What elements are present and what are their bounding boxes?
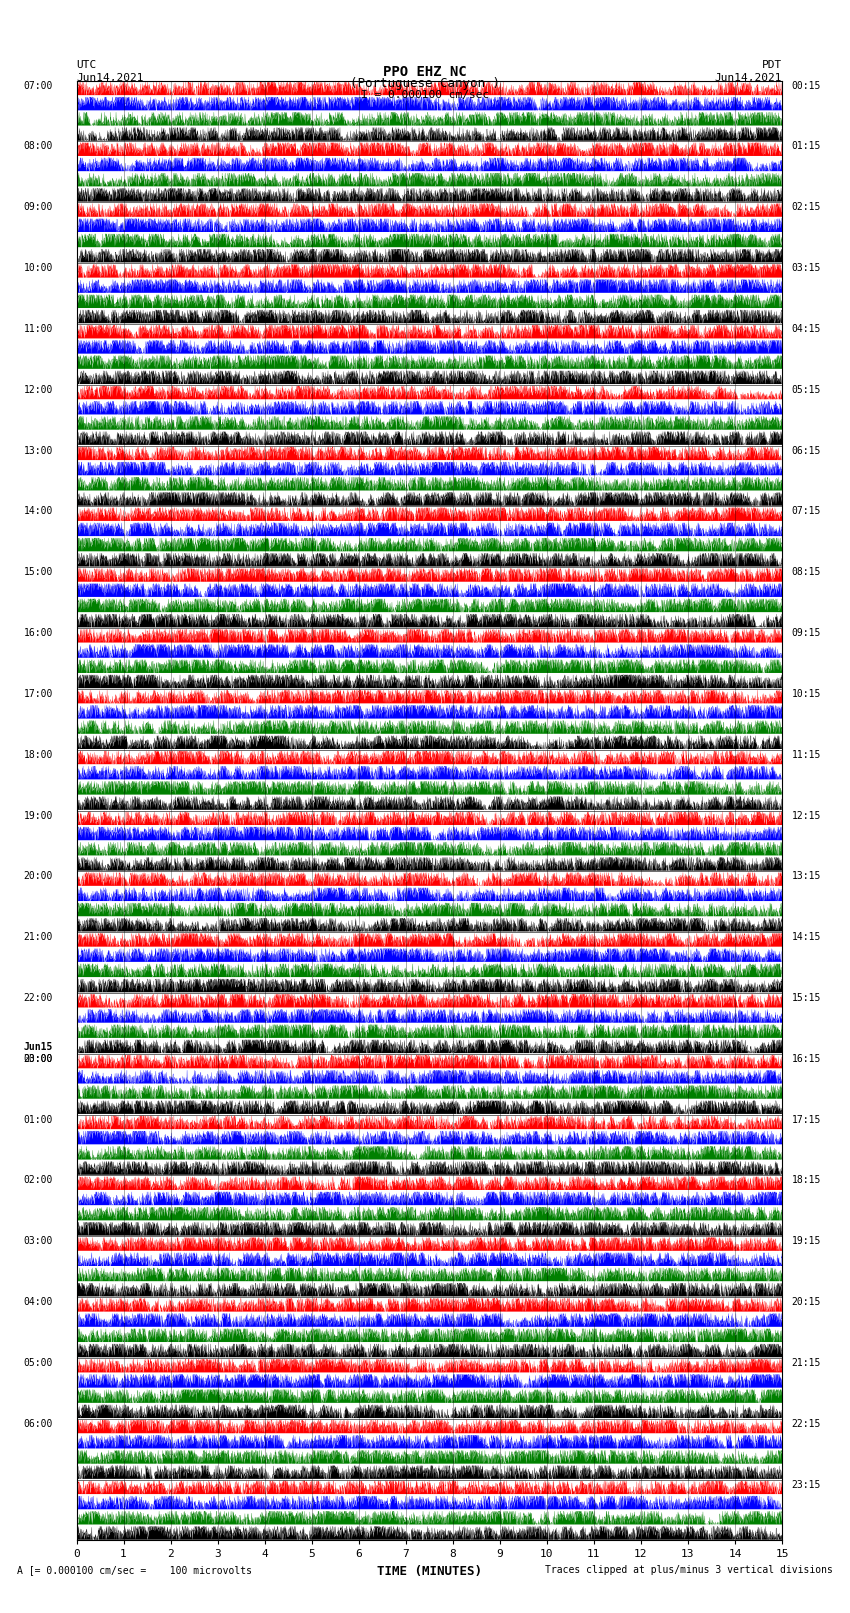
Text: 04:00: 04:00: [24, 1297, 53, 1307]
Text: 17:00: 17:00: [24, 689, 53, 698]
Text: 02:15: 02:15: [791, 202, 821, 213]
Text: 06:00: 06:00: [24, 1419, 53, 1429]
Text: 20:00: 20:00: [24, 871, 53, 881]
Text: 09:00: 09:00: [24, 202, 53, 213]
Text: 20:15: 20:15: [791, 1297, 821, 1307]
Text: 19:15: 19:15: [791, 1236, 821, 1247]
Text: 14:15: 14:15: [791, 932, 821, 942]
Text: 19:00: 19:00: [24, 810, 53, 821]
Text: 07:15: 07:15: [791, 506, 821, 516]
Text: 17:15: 17:15: [791, 1115, 821, 1124]
Text: Jun14,2021: Jun14,2021: [76, 73, 144, 82]
Text: 16:00: 16:00: [24, 627, 53, 639]
Text: 22:00: 22:00: [24, 994, 53, 1003]
Text: UTC: UTC: [76, 60, 97, 69]
Text: 00:15: 00:15: [791, 81, 821, 90]
Text: 01:15: 01:15: [791, 142, 821, 152]
Text: Traces clipped at plus/minus 3 vertical divisions: Traces clipped at plus/minus 3 vertical …: [545, 1565, 833, 1574]
Text: 21:00: 21:00: [24, 932, 53, 942]
Text: 22:15: 22:15: [791, 1419, 821, 1429]
Text: 01:00: 01:00: [24, 1115, 53, 1124]
Text: 10:00: 10:00: [24, 263, 53, 273]
Text: Jun14,2021: Jun14,2021: [715, 73, 782, 82]
Text: I = 0.000100 cm/sec: I = 0.000100 cm/sec: [361, 90, 489, 100]
Text: 13:15: 13:15: [791, 871, 821, 881]
Text: 13:00: 13:00: [24, 445, 53, 455]
Text: 12:00: 12:00: [24, 386, 53, 395]
Text: 15:15: 15:15: [791, 994, 821, 1003]
Text: 10:15: 10:15: [791, 689, 821, 698]
Text: 02:00: 02:00: [24, 1176, 53, 1186]
Text: 18:00: 18:00: [24, 750, 53, 760]
Text: 16:15: 16:15: [791, 1053, 821, 1065]
X-axis label: TIME (MINUTES): TIME (MINUTES): [377, 1565, 482, 1578]
Text: 18:15: 18:15: [791, 1176, 821, 1186]
Text: PPO EHZ NC: PPO EHZ NC: [383, 65, 467, 79]
Text: A [= 0.000100 cm/sec =    100 microvolts: A [= 0.000100 cm/sec = 100 microvolts: [17, 1565, 252, 1574]
Text: 08:15: 08:15: [791, 568, 821, 577]
Text: 04:15: 04:15: [791, 324, 821, 334]
Text: 23:15: 23:15: [791, 1479, 821, 1489]
Text: 03:00: 03:00: [24, 1236, 53, 1247]
Text: 11:15: 11:15: [791, 750, 821, 760]
Text: 23:00: 23:00: [24, 1053, 53, 1065]
Text: Jun15: Jun15: [24, 1042, 53, 1052]
Text: 12:15: 12:15: [791, 810, 821, 821]
Text: 09:15: 09:15: [791, 627, 821, 639]
Text: 15:00: 15:00: [24, 568, 53, 577]
Text: PDT: PDT: [762, 60, 782, 69]
Text: 03:15: 03:15: [791, 263, 821, 273]
Text: 00:00: 00:00: [24, 1053, 53, 1065]
Text: 07:00: 07:00: [24, 81, 53, 90]
Text: 14:00: 14:00: [24, 506, 53, 516]
Text: 21:15: 21:15: [791, 1358, 821, 1368]
Text: 06:15: 06:15: [791, 445, 821, 455]
Text: 08:00: 08:00: [24, 142, 53, 152]
Text: 11:00: 11:00: [24, 324, 53, 334]
Text: (Portuguese Canyon ): (Portuguese Canyon ): [350, 77, 500, 90]
Text: 05:15: 05:15: [791, 386, 821, 395]
Text: 05:00: 05:00: [24, 1358, 53, 1368]
